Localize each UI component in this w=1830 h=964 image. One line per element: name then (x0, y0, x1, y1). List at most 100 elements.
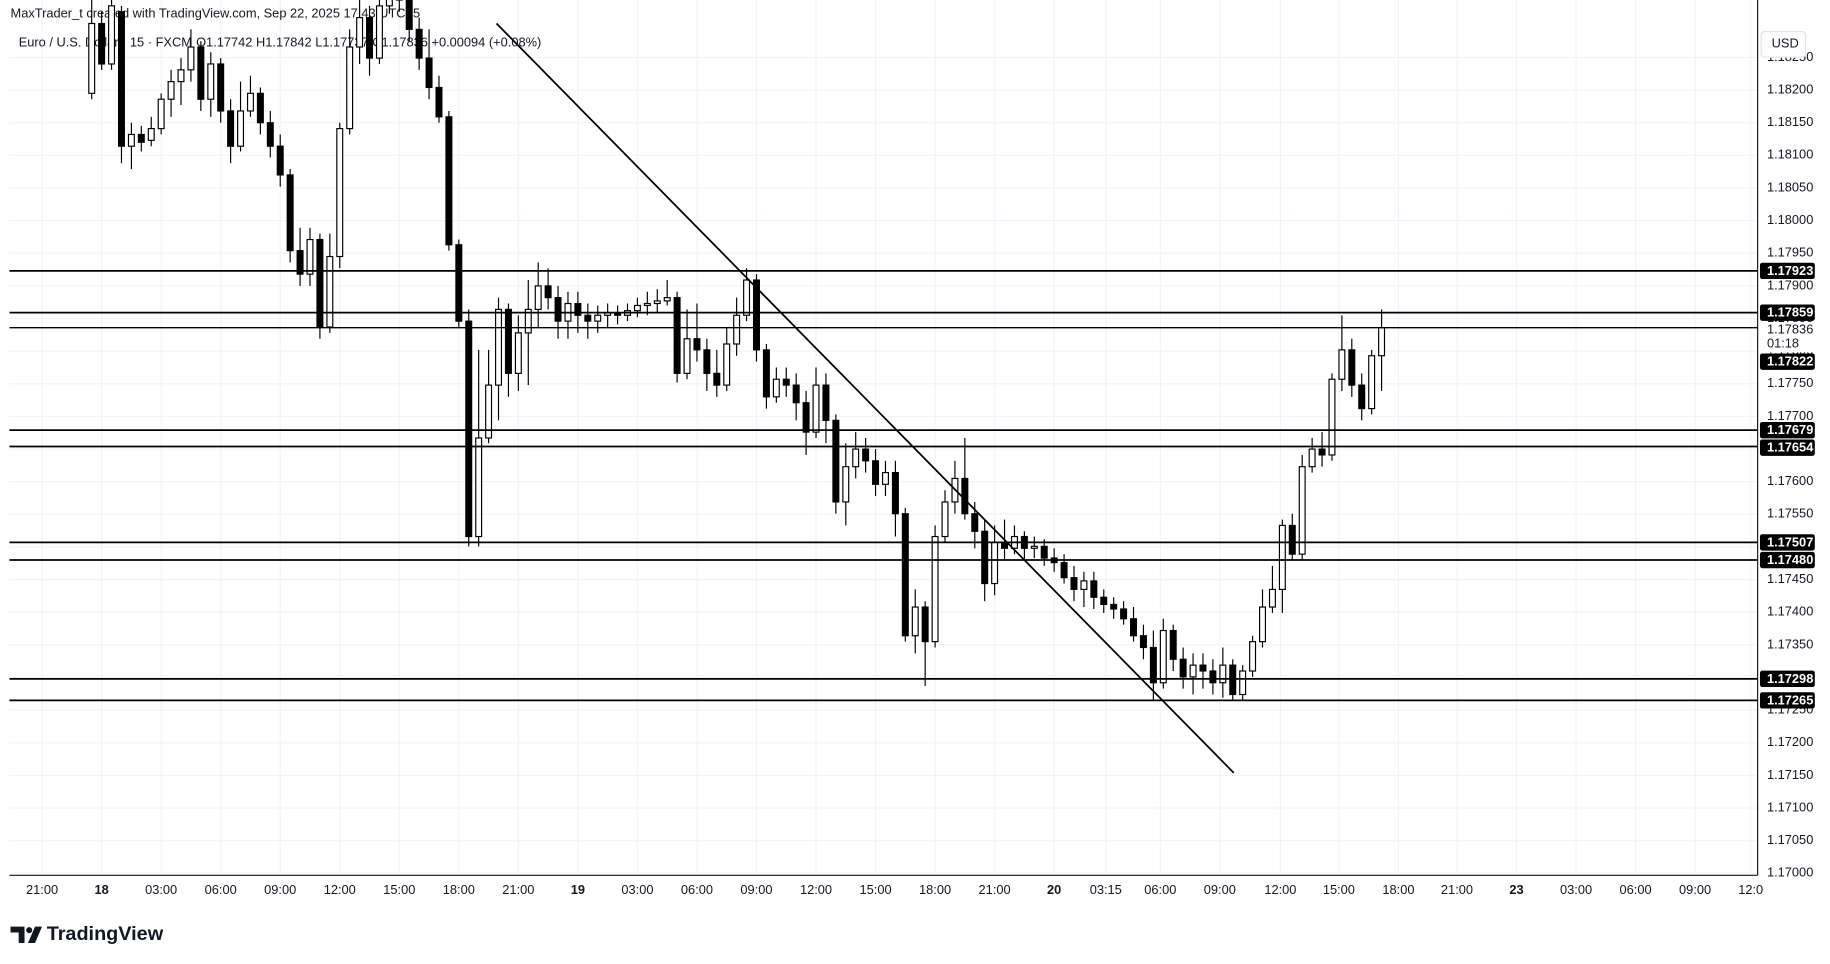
candle-body-up (326, 255, 334, 328)
x-tick-label: 06:00 (205, 882, 237, 897)
candle-body-down (227, 110, 235, 147)
x-tick-label: 21:00 (26, 882, 58, 897)
level-label-box (1759, 439, 1815, 456)
currency-box[interactable] (1760, 30, 1807, 58)
x-tick-label: 21:00 (502, 882, 534, 897)
candle-body-down (713, 372, 721, 386)
candle-body-down (197, 46, 205, 100)
candle-body-up (1378, 327, 1386, 357)
x-tick-label: 06:00 (1144, 882, 1176, 897)
x-tick-label: 03:00 (621, 882, 653, 897)
logo-mark (10, 926, 25, 943)
y-tick-label: 1.17550 (1767, 506, 1813, 521)
level-label: 1.17507 (1767, 534, 1813, 549)
candle-body-down (981, 530, 989, 585)
candle-body-down (1149, 646, 1157, 684)
y-tick-label: 1.18100 (1767, 147, 1813, 162)
candle-body-up (237, 110, 245, 147)
candle-body-down (316, 238, 324, 328)
y-tick-label: 1.17000 (1767, 865, 1813, 880)
candle-body-up (941, 501, 949, 538)
candle-body-up (177, 69, 185, 83)
level-label: 1.17859 (1767, 305, 1813, 320)
candle-body-up (663, 297, 671, 302)
axes: 1.17000 1.17050 1.17100 1.17150 1.17200 1.172… (26, 49, 1815, 897)
level-label-box (1759, 551, 1815, 569)
level-label: 1.17298 (1767, 671, 1813, 686)
candle-body-down (137, 133, 145, 143)
candle-body-up (356, 17, 364, 48)
candle-body-down (1169, 629, 1177, 660)
level-label-box (1759, 692, 1815, 709)
x-tick-label: 12:00 (324, 882, 356, 897)
candle-body-down (465, 320, 473, 538)
candle-body-down (217, 63, 225, 112)
candle-body-up (931, 535, 939, 643)
candle-body-up (1278, 524, 1286, 590)
candle-body-down (554, 297, 562, 322)
candle-body-down (1318, 448, 1326, 456)
candle-body-down (961, 477, 969, 515)
candle-body-down (1090, 580, 1098, 598)
candle-body-down (276, 145, 284, 176)
candle-body-up (1328, 378, 1336, 456)
price-label: 1.17822 (1767, 354, 1813, 369)
candle-body-up (485, 384, 493, 439)
plot-area (9, 0, 1758, 774)
candle-body-up (683, 338, 691, 374)
x-tick-label: 18:00 (1382, 882, 1414, 897)
candle-body-down (415, 28, 423, 59)
candle-body-up (1219, 664, 1227, 684)
x-tick-label: 15:00 (1323, 882, 1355, 897)
candle-body-down (296, 250, 304, 275)
candle-body-down (1139, 635, 1147, 649)
candle-body-down (1001, 541, 1009, 549)
candle-body-down (1288, 524, 1296, 555)
candle-body-down (703, 349, 711, 374)
candle-body-up (1338, 349, 1346, 380)
candle-body-up (743, 279, 751, 316)
x-tick-label: 06:00 (1620, 882, 1652, 897)
candle-body-up (495, 308, 503, 386)
candle-body-down (98, 22, 106, 65)
candle-body-up (246, 92, 254, 112)
candle-body-down (455, 244, 463, 322)
candle-body-down (1358, 384, 1366, 410)
candle-body-down (862, 448, 870, 462)
candle-body-down (366, 17, 374, 59)
candle-body-down (1209, 670, 1217, 684)
candle-body-up (127, 133, 135, 147)
candle-body-up (991, 541, 999, 585)
candle-body-down (1110, 603, 1118, 610)
candle-body-down (752, 279, 760, 351)
level-label-box (1759, 262, 1815, 280)
brand: TradingView (47, 923, 164, 945)
x-tick-label: 09:00 (1204, 882, 1236, 897)
x-tick-label: 03:00 (1560, 882, 1592, 897)
candle-body-up (475, 437, 483, 538)
candle-body-down (1348, 349, 1356, 386)
level-label-box (1759, 670, 1815, 688)
candle-body-up (1189, 664, 1197, 678)
level-label: 1.17923 (1767, 263, 1813, 278)
candle-body-up (594, 314, 602, 322)
candle-body-up (633, 304, 641, 312)
y-tick-label: 1.18150 (1767, 114, 1813, 129)
candle-body-down (425, 57, 433, 89)
candle-body-down (792, 384, 800, 404)
x-tick-label: 03:00 (145, 882, 177, 897)
candle-body-up (1030, 545, 1038, 549)
candle-body-down (405, 0, 413, 30)
x-tick-label: 09:00 (264, 882, 296, 897)
candle-body-up (534, 285, 542, 310)
candle-body-up (1308, 448, 1316, 468)
candle-body-up (1239, 670, 1247, 696)
y-tick-label: 1.18050 (1767, 179, 1813, 194)
symbol: Euro / U.S. Dollar · 15 · FXCM (19, 35, 192, 50)
x-tick-label: 15:00 (859, 882, 891, 897)
candle-body-down (1100, 596, 1108, 606)
x-tick-label: 15:00 (383, 882, 415, 897)
candle-body-up (772, 378, 780, 398)
countdown: 01:18 (1767, 336, 1799, 351)
